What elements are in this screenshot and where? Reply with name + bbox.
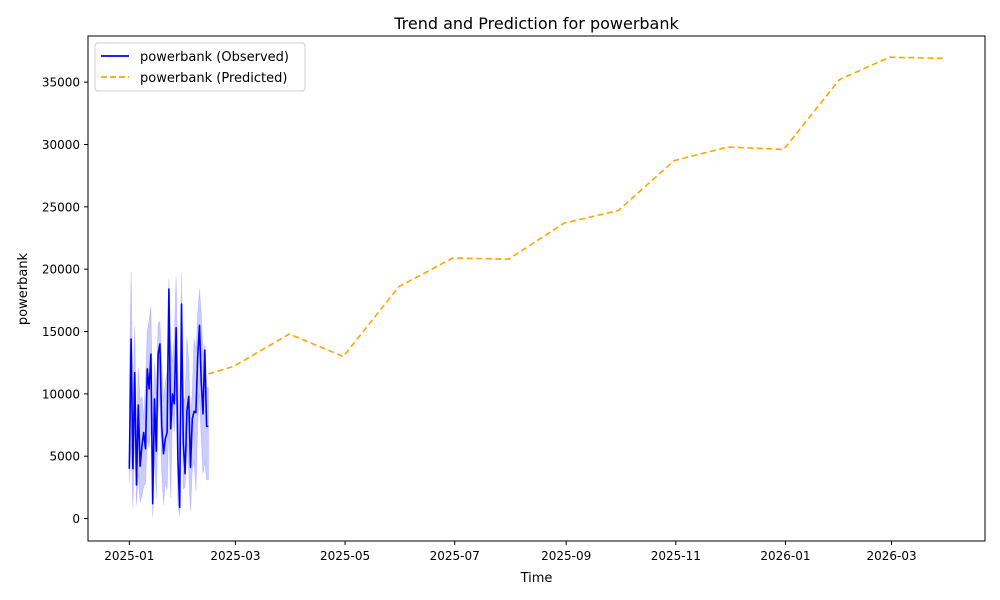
x-tick-label: 2025-01 [104,549,154,563]
x-tick-label: 2025-09 [541,549,591,563]
observed-confidence-band [128,271,209,518]
y-tick-label: 20000 [42,263,80,277]
y-tick-label: 5000 [49,450,80,464]
y-tick-label: 15000 [42,325,80,339]
y-tick-label: 30000 [42,138,80,152]
legend-observed-label: powerbank (Observed) [140,50,289,65]
x-axis-ticks: 2025-01 2025-03 2025-05 2025-07 2025-09 2025-… [104,541,917,563]
x-tick-label: 2025-07 [430,549,480,563]
y-tick-label: 35000 [42,76,80,90]
axes-frame [87,35,986,542]
x-tick-label: 2025-05 [320,549,370,563]
x-tick-label: 2025-11 [651,549,701,563]
legend: powerbank (Observed) powerbank (Predicte… [94,42,306,92]
series-line-layer [128,56,946,509]
plot-area [87,35,986,542]
chart-title: Trend and Prediction for powerbank [393,14,679,33]
y-tick-label: 0 [72,512,80,526]
observed-series-line [128,288,209,509]
x-tick-label: 2025-03 [210,549,260,563]
confidence-band-layer [128,271,209,518]
y-tick-label: 25000 [42,200,80,214]
legend-box [94,42,306,92]
x-tick-label: 2026-03 [866,549,916,563]
predicted-series-line [208,56,946,375]
y-axis-label: powerbank [16,252,31,325]
y-axis-ticks: 0 5000 10000 15000 20000 25000 30000 35000 [42,76,88,526]
y-tick-label: 10000 [42,387,80,401]
x-tick-label: 2026-01 [760,549,810,563]
legend-predicted-label: powerbank (Predicted) [140,71,287,86]
x-axis-label: Time [520,571,553,586]
